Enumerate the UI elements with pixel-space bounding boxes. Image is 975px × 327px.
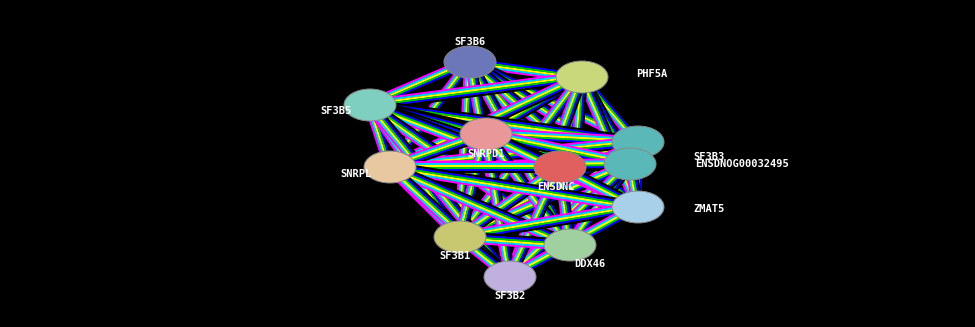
- Text: SNRPD1: SNRPD1: [467, 149, 505, 159]
- Ellipse shape: [534, 151, 586, 183]
- Ellipse shape: [612, 126, 664, 158]
- Ellipse shape: [556, 61, 608, 93]
- Text: ZMAT5: ZMAT5: [693, 204, 724, 214]
- Ellipse shape: [544, 229, 596, 261]
- Ellipse shape: [434, 221, 486, 253]
- Text: PHF5A: PHF5A: [636, 69, 667, 79]
- Ellipse shape: [460, 118, 512, 150]
- Text: SF3B1: SF3B1: [440, 251, 471, 261]
- Text: SF3B6: SF3B6: [454, 37, 486, 47]
- Ellipse shape: [344, 89, 396, 121]
- Ellipse shape: [484, 261, 536, 293]
- Ellipse shape: [364, 151, 416, 183]
- Text: SF3B3: SF3B3: [693, 152, 724, 162]
- Text: SF3B5: SF3B5: [321, 106, 352, 116]
- Ellipse shape: [612, 191, 664, 223]
- Text: SNRPL: SNRPL: [340, 169, 372, 179]
- Text: ENSDNOG00032495: ENSDNOG00032495: [695, 159, 789, 169]
- Text: SF3B2: SF3B2: [494, 291, 526, 301]
- Ellipse shape: [604, 148, 656, 180]
- Text: ENSDNC: ENSDNC: [537, 182, 574, 192]
- Text: DDX46: DDX46: [574, 259, 605, 269]
- Ellipse shape: [444, 46, 496, 78]
